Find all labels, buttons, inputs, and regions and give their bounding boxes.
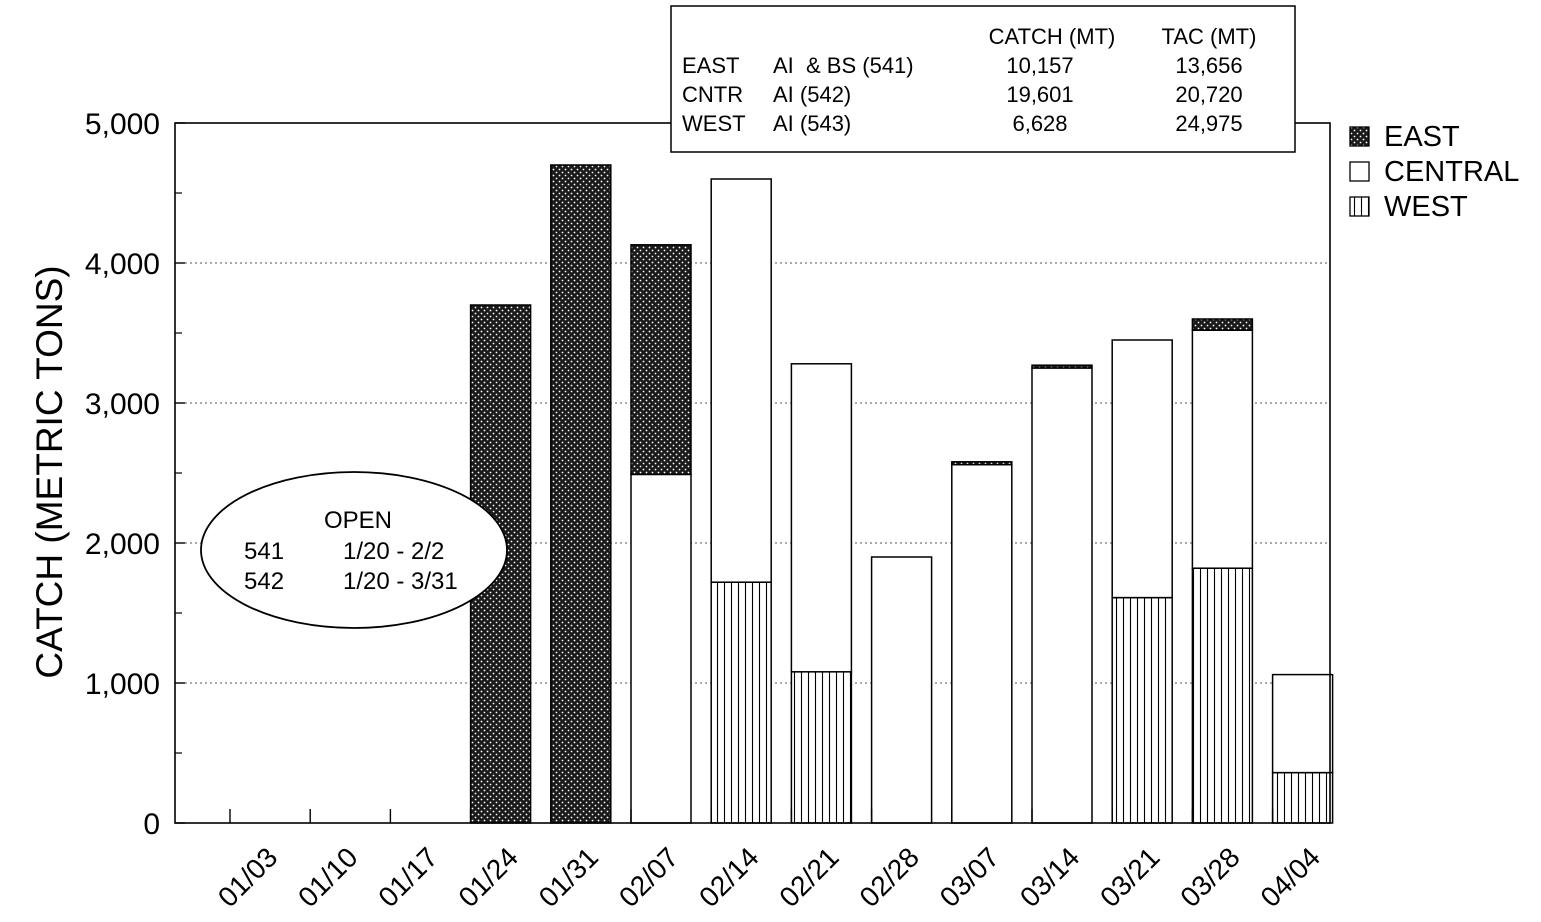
bars	[469, 164, 1334, 824]
bar-east-5	[630, 244, 692, 476]
bar-west-11	[1111, 596, 1173, 824]
summary-row-label: AI (543)	[773, 111, 851, 136]
x-tick-label: 03/14	[1014, 841, 1085, 912]
summary-row-tac: 20,720	[1175, 82, 1242, 107]
bar-east-9	[951, 461, 1013, 466]
summary-row-area: WEST	[682, 111, 746, 136]
x-tick-label: 02/14	[693, 841, 764, 912]
x-tick-label: 01/10	[292, 841, 363, 912]
bar-central-7	[790, 363, 853, 673]
summary-row-area: EAST	[682, 53, 739, 78]
bar-west-13	[1271, 771, 1334, 824]
bar-west-7	[790, 671, 853, 824]
x-tick-label: 04/04	[1255, 841, 1326, 912]
x-tick-label: 01/17	[372, 841, 443, 912]
x-tick-label: 02/07	[613, 841, 684, 912]
legend-label-central: CENTRAL	[1384, 156, 1519, 188]
x-tick-label: 01/24	[453, 841, 524, 912]
y-tick-label: 3,000	[85, 388, 160, 421]
x-tick-label: 01/31	[533, 841, 604, 912]
y-axis-label: CATCH (METRIC TONS)	[29, 265, 70, 678]
x-tick-label: 02/21	[773, 841, 844, 912]
summary-row-tac: 24,975	[1175, 111, 1242, 136]
summary-row-catch: 6,628	[1012, 111, 1067, 136]
annotation-dates: 1/20 - 3/31	[343, 568, 458, 595]
annotation-title: OPEN	[324, 507, 392, 534]
summary-row-catch: 19,601	[1006, 82, 1073, 107]
x-tick-label: 02/28	[854, 841, 925, 912]
x-axis-ticks: 01/03 01/10 01/17 01/24 01/31 02/07 02/14 02/21…	[212, 809, 1326, 913]
y-axis-ticks: 0 1,000 2,000 3,000 4,000 5,000	[85, 108, 185, 841]
summary-table-box	[670, 5, 1296, 153]
summary-row-catch: 10,157	[1006, 53, 1073, 78]
summary-row-area: CNTR	[682, 82, 743, 107]
summary-row-tac: 13,656	[1175, 53, 1242, 78]
annotation-area: 542	[244, 568, 284, 595]
summary-row-label: AI (542)	[773, 82, 851, 107]
legend-label-east: EAST	[1384, 121, 1460, 153]
annotation-dates: 1/20 - 2/2	[343, 538, 444, 565]
bar-central-8	[870, 556, 933, 824]
bar-west-6	[710, 581, 772, 824]
bar-central-10	[1031, 367, 1093, 824]
summary-header-catch: CATCH (MT)	[989, 24, 1116, 49]
summary-table: CATCH (MT) TAC (MT) EAST AI & BS (541) 1…	[670, 5, 1296, 153]
legend-swatch-west	[1349, 196, 1370, 217]
x-tick-label: 03/28	[1174, 841, 1245, 912]
bar-east-4	[550, 164, 612, 824]
x-tick-label: 03/07	[934, 841, 1005, 912]
open-annotation: OPEN 541 1/20 - 2/2 542 1/20 - 3/31	[200, 471, 508, 629]
y-tick-label: 2,000	[85, 528, 160, 561]
legend: EAST CENTRAL WEST	[1349, 121, 1519, 223]
bar-east-10	[1031, 364, 1093, 369]
y-tick-label: 5,000	[85, 108, 160, 141]
legend-swatch-east	[1349, 126, 1370, 147]
bar-central-9	[951, 463, 1013, 824]
x-tick-label: 01/03	[212, 841, 283, 912]
x-tick-label: 03/21	[1094, 841, 1165, 912]
bar-central-12	[1191, 329, 1254, 569]
bar-central-11	[1111, 339, 1173, 599]
y-tick-label: 4,000	[85, 248, 160, 281]
summary-row-label: AI & BS (541)	[773, 53, 914, 78]
y-tick-label: 0	[143, 808, 160, 841]
annotation-ellipse	[200, 471, 508, 629]
bar-central-5	[630, 473, 692, 824]
bar-east-12	[1191, 318, 1254, 331]
summary-header-tac: TAC (MT)	[1162, 24, 1257, 49]
annotation-area: 541	[244, 538, 284, 565]
legend-swatch-central	[1349, 161, 1370, 182]
y-tick-label: 1,000	[85, 668, 160, 701]
legend-label-west: WEST	[1384, 191, 1468, 223]
bar-central-13	[1271, 673, 1334, 774]
bar-central-6	[710, 178, 772, 583]
bar-west-12	[1191, 567, 1254, 824]
